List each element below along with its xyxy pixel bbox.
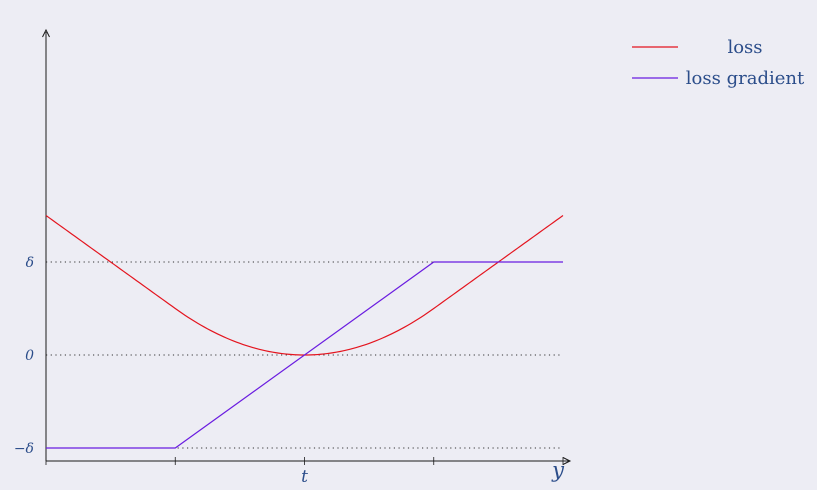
ticks: t y −δ 0 δ — [14, 255, 565, 487]
series-group — [45, 215, 564, 449]
x-axis-label: y — [551, 458, 565, 482]
series-line-loss-gradient — [46, 261, 563, 449]
x-tick-label: t — [301, 467, 308, 487]
legend-entry-loss-gradient-label: loss gradient — [686, 68, 805, 89]
x-axis-arrow-icon — [562, 457, 572, 465]
legend-entry-loss-label: loss — [727, 37, 762, 58]
y-tick-label: −δ — [14, 441, 34, 457]
y-tick-label: δ — [26, 255, 34, 271]
y-axis-arrow-icon — [42, 28, 50, 38]
y-tick-label: 0 — [25, 348, 34, 364]
axes — [42, 28, 572, 465]
legend: loss loss gradient — [632, 37, 805, 89]
series-line-loss — [45, 215, 564, 356]
